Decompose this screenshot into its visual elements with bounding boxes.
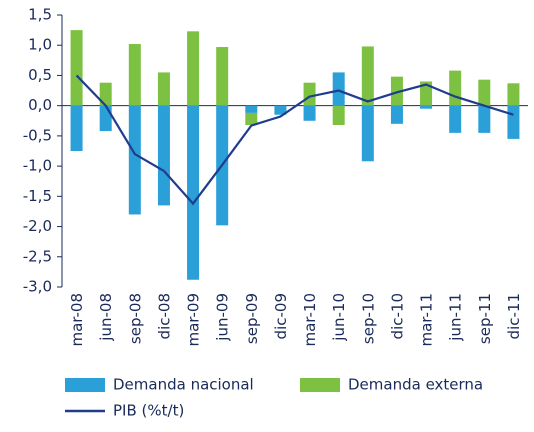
y-tick-label: 0,0 (28, 96, 52, 114)
y-tick-label: -3,0 (23, 278, 52, 296)
x-tick-label: sep-11 (476, 293, 494, 344)
bar (303, 82, 316, 106)
bar (187, 105, 200, 280)
x-tick-label: mar-09 (185, 293, 203, 347)
y-tick-label: 1,5 (28, 6, 52, 24)
x-tick-label: dic-11 (505, 293, 523, 339)
bar (332, 72, 345, 106)
x-tick-label: sep-09 (243, 293, 261, 344)
legend-swatch (65, 378, 105, 392)
bar (449, 105, 462, 133)
x-tick-label: dic-10 (388, 293, 406, 339)
x-tick-label: jun-08 (97, 293, 115, 342)
bar (361, 105, 374, 162)
x-tick-label: sep-08 (126, 293, 144, 344)
bar (332, 105, 345, 126)
y-tick-label: 1,0 (28, 36, 52, 54)
bar (507, 83, 520, 106)
bar (507, 105, 520, 139)
bar (274, 105, 287, 115)
bar (420, 81, 433, 106)
bar (99, 105, 112, 132)
legend-label: Demanda nacional (113, 376, 254, 394)
bar (361, 46, 374, 106)
bar (157, 72, 170, 106)
x-tick-label: dic-09 (272, 293, 290, 339)
bar (128, 105, 141, 215)
x-tick-label: jun-09 (214, 293, 232, 342)
y-tick-label: -2,5 (23, 247, 52, 265)
x-tick-label: mar-11 (418, 293, 436, 347)
line (75, 74, 514, 206)
bar (245, 105, 258, 113)
bar (303, 105, 316, 121)
bar (478, 79, 491, 106)
bar (420, 105, 433, 109)
bar (157, 105, 170, 206)
bar (99, 82, 112, 106)
x-tick-label: mar-08 (68, 293, 86, 347)
legend-swatch (300, 378, 340, 392)
x-tick-label: mar-10 (301, 293, 319, 347)
x-tick-label: jun-11 (447, 293, 465, 342)
legend-label: PIB (%t/t) (113, 402, 184, 420)
x-tick-label: jun-10 (330, 293, 348, 342)
x-tick-label: dic-08 (155, 293, 173, 339)
bar (390, 76, 403, 106)
y-tick-label: -1,5 (23, 187, 52, 205)
y-tick-label: -0,5 (23, 126, 52, 144)
bar (449, 70, 462, 106)
x-tick-label: sep-10 (359, 293, 377, 344)
bar (70, 105, 83, 151)
bar (478, 105, 491, 133)
bar (390, 105, 403, 124)
bar (245, 112, 258, 126)
y-tick-label: 0,5 (28, 66, 52, 84)
y-tick-label: -2,0 (23, 217, 52, 235)
legend-label: Demanda externa (348, 376, 483, 394)
bar (216, 47, 229, 106)
bar (128, 44, 141, 106)
y-tick-label: -1,0 (23, 157, 52, 175)
bar (70, 30, 83, 106)
bar (187, 31, 200, 106)
